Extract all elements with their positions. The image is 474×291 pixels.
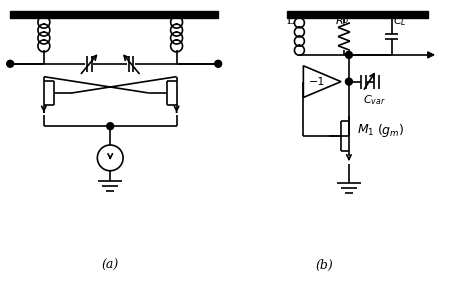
Text: (b): (b): [315, 259, 333, 272]
Text: $C_{var}$: $C_{var}$: [363, 93, 385, 107]
Text: −1: −1: [309, 77, 326, 87]
Bar: [286, 11, 428, 18]
Text: $C_L$: $C_L$: [393, 14, 407, 28]
Circle shape: [7, 60, 14, 67]
Circle shape: [215, 60, 222, 67]
Circle shape: [346, 78, 352, 85]
Text: $M_1$: $M_1$: [357, 123, 374, 138]
Text: (a): (a): [101, 259, 119, 272]
Text: L: L: [287, 16, 294, 26]
Text: $(g_m)$: $(g_m)$: [377, 122, 404, 139]
Circle shape: [346, 52, 352, 58]
Text: $R_P$: $R_P$: [335, 14, 349, 28]
Circle shape: [107, 123, 114, 130]
Bar: [10, 11, 218, 18]
